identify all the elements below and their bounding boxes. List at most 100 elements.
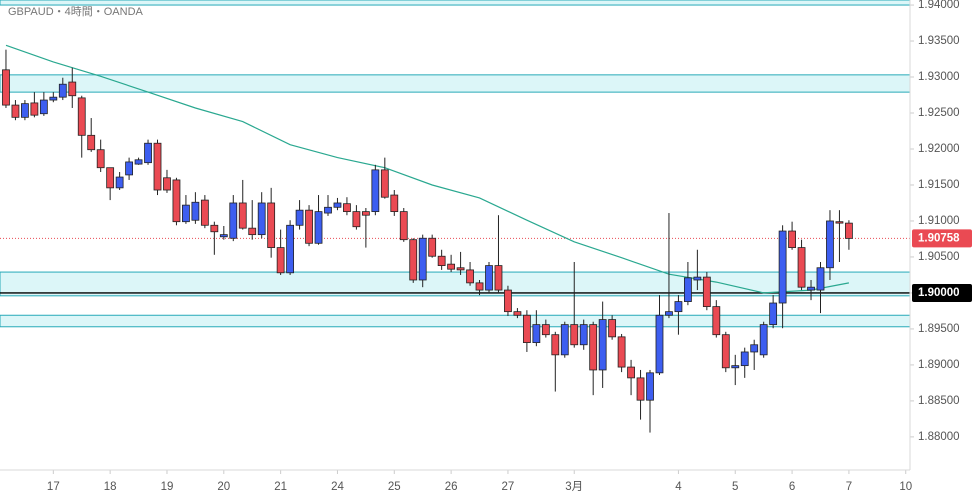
candle-body	[286, 224, 295, 274]
candle-body	[2, 69, 10, 106]
candle-body	[522, 314, 531, 344]
candle-body	[504, 289, 512, 313]
candle-body	[560, 324, 569, 356]
y-tick-label: 1.93000	[918, 71, 960, 83]
zone	[0, 0, 911, 6]
candle-body	[551, 334, 560, 356]
candle-body	[665, 311, 673, 316]
candle-body	[608, 319, 617, 338]
candle-body	[324, 206, 332, 214]
candle-body	[826, 220, 834, 269]
x-tick-label: 26	[445, 481, 458, 493]
candle-body	[68, 81, 77, 97]
candle-body	[200, 199, 209, 226]
candle-body	[144, 142, 152, 164]
candle-body	[267, 202, 276, 248]
candle-body	[428, 237, 437, 257]
candle-body	[807, 286, 815, 291]
candle-body	[541, 324, 550, 336]
y-tick-label: 1.93500	[918, 35, 960, 47]
candle-body	[257, 202, 266, 236]
candle-body	[456, 267, 465, 271]
y-tick-label: 1.89000	[918, 359, 960, 371]
candle-body	[646, 372, 654, 401]
candle-body	[21, 103, 29, 118]
candle-body	[380, 169, 389, 198]
candle-body	[343, 203, 351, 213]
x-tick-label: 19	[161, 481, 174, 493]
candle-body	[683, 277, 692, 302]
candle-body	[627, 366, 635, 379]
candle-body	[437, 255, 446, 266]
price-label-box	[912, 229, 972, 248]
y-tick-label: 1.90500	[918, 251, 960, 263]
x-tick-label: 4	[675, 481, 682, 493]
candle-body	[702, 276, 711, 308]
x-tick-label: 5	[732, 481, 738, 493]
candle-body	[845, 222, 853, 239]
candle-body	[731, 365, 740, 369]
y-tick-label: 1.88000	[918, 431, 960, 443]
candle-body	[447, 263, 456, 270]
candle-body	[759, 324, 768, 356]
candle-body	[579, 324, 588, 346]
candle-body	[485, 265, 493, 291]
candle-body	[96, 149, 105, 169]
candle-body	[134, 159, 143, 165]
price-label: 1.90758	[918, 232, 960, 244]
candle-body	[778, 230, 787, 304]
candle-body	[494, 265, 503, 291]
x-tick-label: 10	[899, 481, 912, 493]
candle-body	[333, 202, 342, 208]
candle-body	[835, 221, 844, 224]
y-tick-label: 1.89500	[918, 323, 960, 335]
x-tick-label: 18	[104, 481, 117, 493]
candle-body	[295, 209, 304, 226]
candle-body	[210, 224, 219, 233]
candle-body	[371, 169, 380, 213]
candle-body	[153, 142, 162, 191]
candle-body	[77, 97, 86, 136]
candle-body	[106, 167, 115, 189]
candle-body	[399, 211, 408, 241]
y-tick-label: 1.92500	[918, 107, 960, 119]
candle-body	[740, 351, 749, 367]
moving-average	[5, 44, 850, 294]
zone	[0, 74, 911, 93]
y-tick-label: 1.91000	[918, 215, 960, 227]
x-tick-label: 6	[789, 481, 795, 493]
x-tick-label: 21	[274, 481, 287, 493]
candle-body	[769, 302, 778, 326]
candle-body	[248, 227, 257, 236]
price-label-box	[912, 283, 972, 302]
candle-body	[617, 336, 626, 368]
x-tick-label: 7	[846, 481, 852, 493]
x-tick-label: 27	[502, 481, 515, 493]
candle-body	[172, 179, 181, 223]
candle-body	[229, 202, 238, 239]
candle-body	[693, 276, 702, 281]
candle-body	[191, 201, 200, 221]
candle-body	[49, 96, 58, 101]
candle-body	[674, 301, 683, 313]
x-tick-label: 25	[388, 481, 401, 493]
candle-body	[598, 319, 607, 371]
y-tick-label: 1.94000	[918, 0, 960, 11]
price-label: 1.90000	[918, 287, 960, 299]
candle-body	[418, 237, 427, 281]
candle-body	[636, 377, 645, 401]
candle-body	[788, 230, 796, 248]
candle-body	[409, 239, 418, 281]
y-tick-label: 1.91500	[918, 179, 960, 191]
candle-body	[115, 176, 124, 189]
y-tick-label: 1.92000	[918, 143, 960, 155]
y-tick-label: 1.88500	[918, 395, 960, 407]
candle-body	[238, 202, 247, 229]
candle-body	[30, 102, 39, 116]
chart-title: GBPAUD・4時間・OANDA	[8, 5, 144, 18]
candle-body	[475, 282, 484, 291]
candle-body	[361, 211, 370, 216]
x-tick-label: 20	[217, 481, 230, 493]
x-tick-label: 17	[47, 481, 60, 493]
